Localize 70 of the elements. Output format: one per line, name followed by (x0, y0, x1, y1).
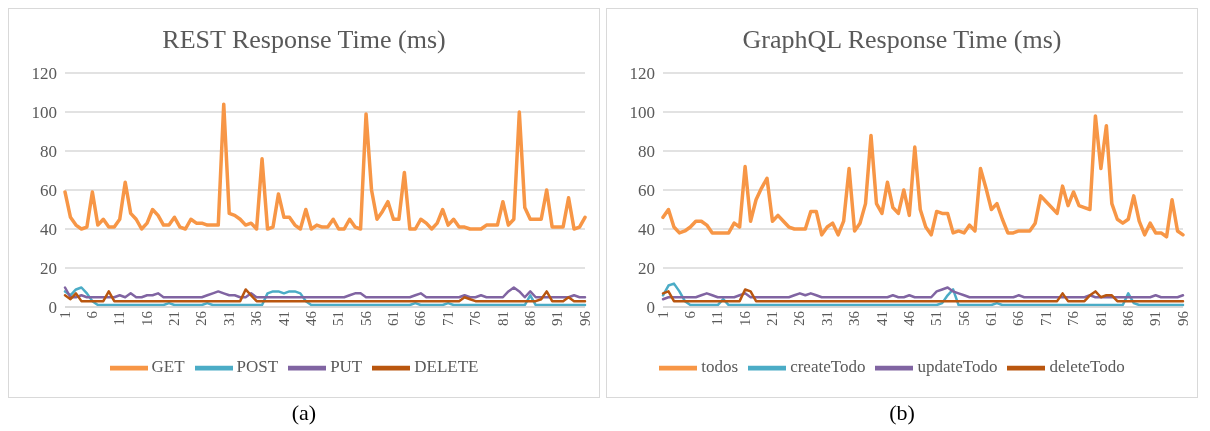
text: (b) (888, 400, 916, 426)
y-tick-label: 60 (40, 181, 57, 201)
y-tick-label: 100 (31, 103, 57, 123)
x-tick-label: 16 (736, 310, 753, 326)
y-tick-label: 40 (40, 220, 57, 240)
y-tick-label: 80 (40, 142, 57, 162)
legend-label: todos (701, 356, 739, 376)
x-tick-label: 81 (1092, 311, 1109, 326)
line-series (63, 286, 587, 299)
chart-title: REST Response Time (ms) (161, 25, 447, 56)
x-tick-label: 1 (654, 311, 671, 319)
x-tick-label: 56 (955, 310, 972, 326)
y-tick-label: 0 (646, 298, 655, 318)
line-series (661, 282, 1185, 307)
y-tick-label: 80 (638, 142, 655, 162)
x-tick-label: 11 (111, 311, 128, 326)
y-tick-label: 40 (638, 220, 655, 240)
x-tick-label: 61 (385, 311, 402, 326)
y-tick-label: 20 (40, 259, 57, 279)
x-tick-label: 21 (166, 311, 183, 326)
x-tick-label: 76 (1065, 310, 1082, 326)
x-tick-label: 66 (412, 310, 429, 326)
x-tick-label: 51 (928, 311, 945, 326)
x-tick-label: 26 (193, 310, 210, 326)
x-tick-label: 51 (330, 311, 347, 326)
x-tick-label: 56 (357, 310, 374, 326)
line-series (63, 102, 587, 231)
x-tick-label: 66 (1010, 310, 1027, 326)
x-tick-label: 71 (1037, 311, 1054, 326)
legend-label: POST (236, 356, 279, 376)
x-tick-label: 26 (791, 310, 808, 326)
x-tick-label: 81 (494, 311, 511, 326)
y-tick-label: 100 (629, 103, 655, 123)
legend-label: DELETE (414, 356, 479, 376)
x-tick-label: 41 (275, 311, 292, 326)
x-tick-label: 96 (1174, 310, 1191, 326)
y-tick-label: 20 (638, 259, 655, 279)
x-tick-label: 86 (521, 310, 538, 326)
x-tick-label: 71 (439, 311, 456, 326)
legend-label: createTodo (790, 356, 866, 376)
x-tick-label: 21 (764, 311, 781, 326)
legend-label: updateTodo (917, 356, 998, 376)
x-tick-label: 61 (983, 311, 1000, 326)
y-tick-label: 0 (48, 298, 57, 318)
x-tick-label: 1 (56, 311, 73, 319)
y-tick-label: 120 (629, 64, 655, 84)
x-tick-label: 41 (873, 311, 890, 326)
x-tick-label: 36 (846, 310, 863, 326)
y-tick-label: 120 (31, 64, 57, 84)
x-tick-label: 46 (900, 310, 917, 326)
y-tick-label: 60 (638, 181, 655, 201)
legend-label: PUT (330, 356, 363, 376)
x-tick-label: 11 (709, 311, 726, 326)
chart-title: GraphQL Response Time (ms) (741, 25, 1063, 56)
x-tick-label: 96 (576, 310, 593, 326)
x-tick-label: 6 (84, 310, 101, 319)
x-tick-label: 76 (467, 310, 484, 326)
x-tick-label: 6 (682, 310, 699, 319)
text: (a) (290, 400, 318, 426)
x-tick-label: 16 (138, 310, 155, 326)
legend-label: deleteTodo (1049, 356, 1125, 376)
x-tick-label: 86 (1119, 310, 1136, 326)
legend-label: GET (151, 356, 185, 376)
x-tick-label: 31 (220, 311, 237, 326)
x-tick-label: 31 (818, 311, 835, 326)
line-series (661, 114, 1185, 239)
x-tick-label: 91 (1147, 311, 1164, 326)
x-tick-label: 46 (302, 310, 319, 326)
x-tick-label: 36 (248, 310, 265, 326)
x-tick-label: 91 (549, 311, 566, 326)
